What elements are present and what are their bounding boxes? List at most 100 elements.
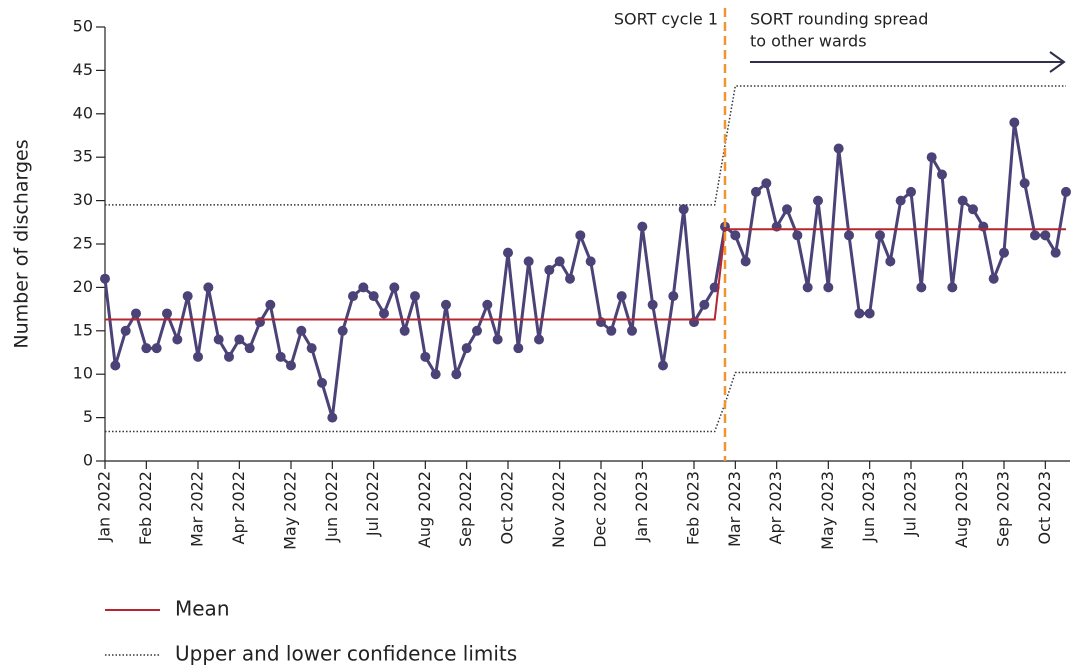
x-tick-label: Dec 2022 (591, 471, 610, 548)
data-point (792, 230, 803, 241)
data-point (430, 369, 441, 380)
data-point (420, 351, 431, 362)
data-point (957, 195, 968, 206)
data-point (162, 308, 172, 319)
x-tick-label: Aug 2023 (952, 471, 971, 548)
data-point (244, 343, 255, 354)
data-point (627, 325, 637, 336)
data-point (782, 204, 792, 215)
x-tick-label: Jun 2023 (859, 471, 878, 543)
data-point (482, 299, 493, 310)
data-point (802, 282, 813, 293)
data-point (451, 369, 462, 380)
data-point (606, 325, 617, 336)
x-tick-label: Jun 2022 (322, 471, 341, 543)
x-tick-label: Jul 2022 (363, 471, 382, 537)
data-point (637, 221, 648, 232)
data-point (678, 204, 689, 215)
annotation: SORT cycle 1 (614, 10, 718, 29)
data-point (172, 334, 183, 345)
data-point (120, 325, 131, 336)
x-tick-label: Oct 2023 (1035, 471, 1054, 544)
data-point (616, 291, 627, 302)
data-point (182, 291, 193, 302)
data-point (1019, 178, 1030, 189)
mean-line (105, 228, 1066, 321)
data-point (337, 325, 348, 336)
data-point (823, 282, 834, 293)
data-point (875, 230, 885, 241)
data-point (1050, 247, 1061, 258)
data-point (999, 247, 1009, 258)
data-point (203, 282, 214, 293)
annotation: to other wards (750, 32, 867, 51)
x-tick-label: Aug 2022 (415, 471, 434, 548)
data-point (544, 265, 555, 276)
data-point (224, 351, 234, 362)
data-point (275, 351, 286, 362)
data-point (151, 343, 162, 354)
data-point (306, 343, 317, 354)
y-tick-label: 10 (73, 364, 93, 383)
data-point (916, 282, 927, 293)
legend-label: Upper and lower confidence limits (175, 642, 517, 666)
y-axis-label: Number of discharges (11, 139, 33, 348)
x-tick-label: Mar 2022 (188, 471, 207, 547)
data-point (585, 256, 596, 267)
data-point (348, 291, 358, 302)
data-point (193, 351, 203, 362)
y-tick-label: 0 (83, 451, 93, 470)
data-point (565, 273, 575, 284)
x-tick-label: Nov 2022 (549, 471, 568, 548)
data-point (854, 308, 865, 319)
y-tick-label: 5 (83, 407, 93, 426)
x-tick-label: Apr 2022 (229, 471, 248, 544)
data-point (234, 334, 245, 345)
data-point (1009, 117, 1020, 128)
data-point (668, 291, 679, 302)
x-tick-label: Mar 2023 (725, 471, 744, 547)
data-point (751, 186, 761, 197)
x-tick-label: Sep 2023 (994, 471, 1013, 547)
data-point (575, 230, 586, 241)
x-tick-label: May 2023 (818, 471, 837, 550)
data-point (399, 325, 410, 336)
data-point (513, 343, 524, 354)
data-point (1030, 230, 1040, 241)
annotation: SORT rounding spread (750, 10, 928, 29)
data-point (286, 360, 296, 371)
data-point (327, 412, 338, 423)
data-point (379, 308, 389, 319)
data-point (864, 308, 875, 319)
data-point (1061, 186, 1071, 197)
data-point (968, 204, 978, 215)
data-point (317, 377, 327, 388)
data-point (926, 152, 937, 163)
data-point (833, 143, 844, 154)
x-tick-label: Apr 2023 (766, 471, 785, 544)
data-point (844, 230, 854, 241)
x-tick-label: Oct 2022 (498, 471, 517, 544)
arrow-head (1049, 51, 1066, 73)
y-tick-label: 20 (73, 277, 93, 296)
upper-limit-line (105, 85, 1066, 206)
data-point (647, 299, 658, 310)
y-tick-label: 30 (73, 190, 93, 209)
data-point (885, 256, 896, 267)
data-point (988, 273, 999, 284)
data-point (761, 178, 772, 189)
data-point (492, 334, 503, 345)
data-point (410, 291, 420, 302)
data-point (100, 273, 110, 284)
data-point (389, 282, 400, 293)
x-tick-label: Jul 2023 (901, 471, 920, 537)
data-point (441, 299, 451, 310)
data-point (141, 343, 152, 354)
data-point (523, 256, 534, 267)
lower-limit-line (105, 371, 1066, 433)
data-point (658, 360, 668, 371)
data-point (296, 325, 307, 336)
data-point (461, 343, 472, 354)
data-point (813, 195, 823, 206)
y-tick-label: 45 (73, 60, 93, 79)
